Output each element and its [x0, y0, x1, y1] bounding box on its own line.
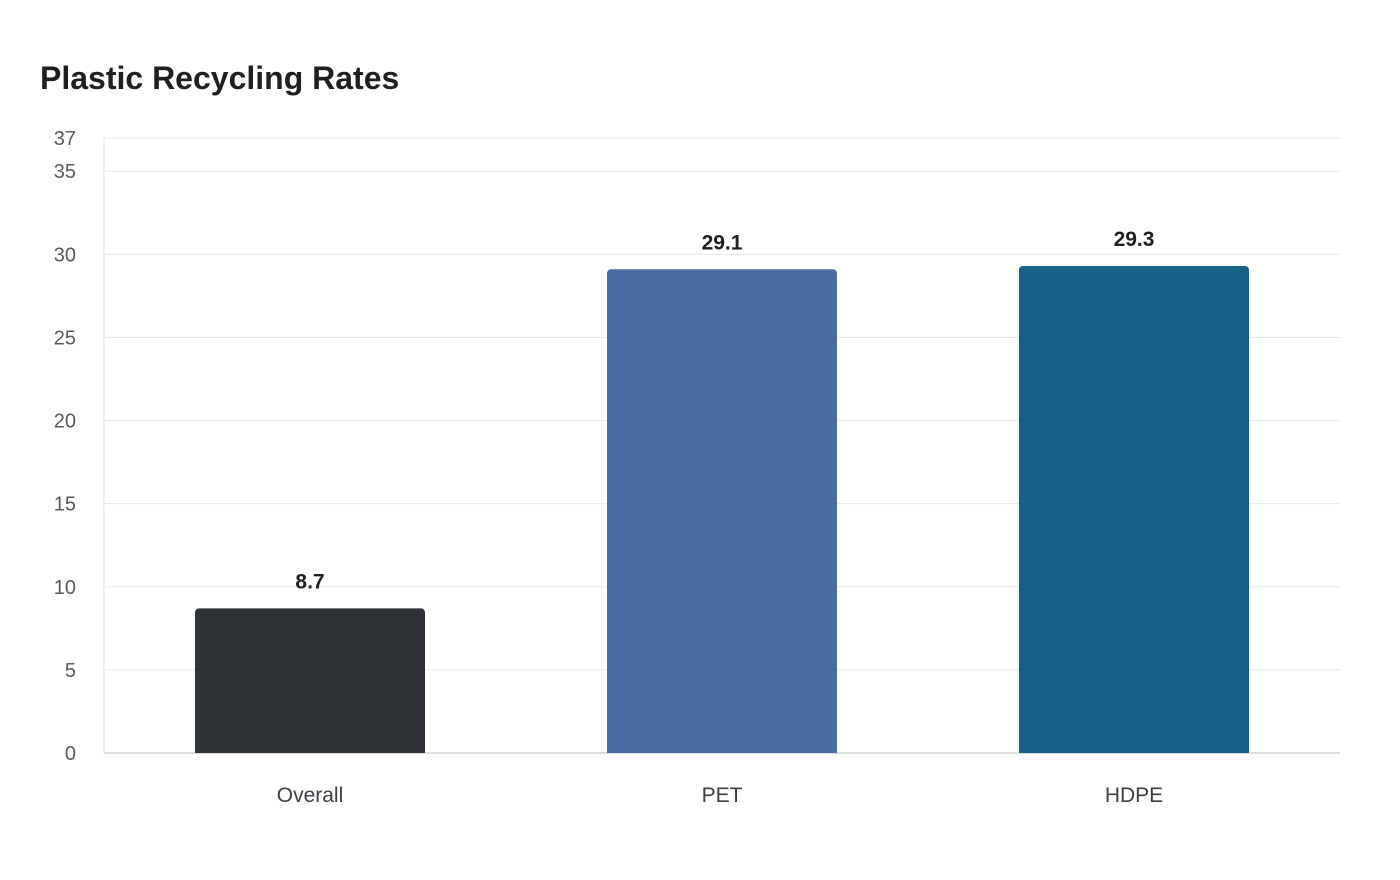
x-tick-label: HDPE — [1105, 784, 1163, 807]
y-tick-label: 37 — [54, 128, 76, 150]
y-tick-label: 10 — [54, 577, 76, 599]
labels: 0 5 10 15 20 25 30 35 37 8.7 Overall 29.1 PET 29.3 HDP… — [54, 128, 1163, 807]
bars — [195, 265, 1249, 753]
y-tick-label: 25 — [54, 327, 76, 349]
y-tick-label: 15 — [54, 494, 76, 516]
bar-base — [195, 747, 425, 753]
y-tick-label: 35 — [54, 161, 76, 183]
bar-hdpe — [1019, 265, 1249, 753]
bar-pet — [607, 269, 837, 753]
bar-overall — [195, 608, 425, 753]
bar-base — [607, 747, 837, 753]
y-tick-label: 30 — [54, 244, 76, 266]
x-tick-label: Overall — [277, 784, 344, 807]
y-tick-label: 20 — [54, 411, 76, 433]
value-label: 29.3 — [1114, 228, 1155, 251]
y-tick-label: 0 — [65, 743, 76, 765]
y-tick-label: 5 — [65, 660, 76, 682]
bar-base — [1019, 747, 1249, 753]
x-tick-label: PET — [702, 784, 743, 807]
value-label: 8.7 — [295, 570, 324, 593]
chart-title: Plastic Recycling Rates — [40, 60, 400, 96]
value-label: 29.1 — [702, 231, 743, 254]
